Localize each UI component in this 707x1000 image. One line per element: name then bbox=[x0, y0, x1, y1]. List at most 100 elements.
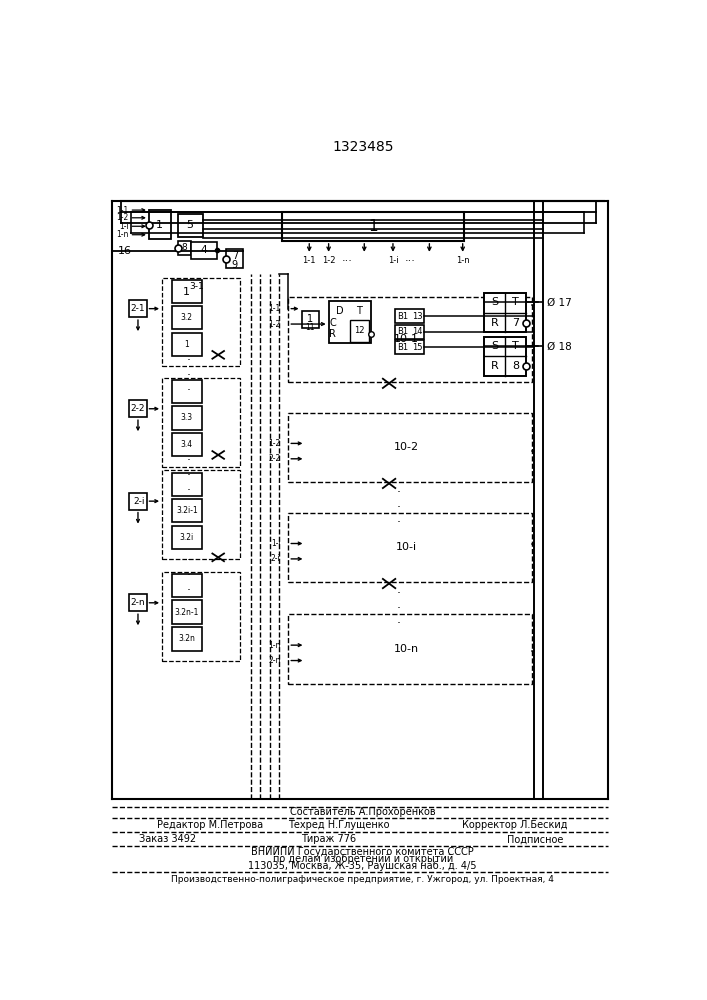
Bar bbox=[129, 400, 146, 417]
Text: 9: 9 bbox=[232, 260, 238, 270]
Bar bbox=[177, 214, 203, 237]
Text: 1-1: 1-1 bbox=[117, 206, 129, 215]
Bar bbox=[329, 301, 371, 343]
Text: R: R bbox=[329, 329, 336, 339]
Bar bbox=[172, 627, 201, 651]
Text: S: S bbox=[491, 341, 498, 351]
Bar bbox=[172, 433, 201, 456]
Bar bbox=[172, 380, 201, 403]
Text: 1: 1 bbox=[368, 219, 378, 234]
Bar bbox=[172, 333, 201, 356]
Text: T: T bbox=[512, 297, 519, 307]
Text: B1: B1 bbox=[397, 312, 409, 321]
Text: 1-1: 1-1 bbox=[269, 304, 281, 313]
Text: 1-1: 1-1 bbox=[303, 256, 316, 265]
Bar bbox=[172, 499, 201, 522]
Bar bbox=[484, 293, 526, 332]
Bar bbox=[395, 340, 424, 354]
Text: ·
·
·: · · · bbox=[187, 354, 191, 397]
Text: ...: ... bbox=[341, 253, 353, 263]
Text: 2-2: 2-2 bbox=[269, 454, 281, 463]
Text: Ø 18: Ø 18 bbox=[547, 341, 572, 351]
Text: ·
·
·: · · · bbox=[187, 554, 191, 597]
Text: 13: 13 bbox=[412, 312, 423, 321]
Text: 1-i: 1-i bbox=[387, 256, 398, 265]
Bar bbox=[177, 241, 192, 255]
Text: Тираж 776: Тираж 776 bbox=[301, 834, 356, 844]
Text: 3-1: 3-1 bbox=[189, 282, 204, 291]
Bar bbox=[129, 594, 146, 611]
Text: ·
·
·: · · · bbox=[397, 486, 400, 529]
Text: 1: 1 bbox=[183, 287, 190, 297]
Text: 2-1: 2-1 bbox=[130, 304, 145, 313]
Text: 10-n: 10-n bbox=[394, 644, 419, 654]
Text: 14: 14 bbox=[412, 327, 423, 336]
Text: 7: 7 bbox=[512, 318, 519, 328]
Bar bbox=[172, 306, 201, 329]
Bar bbox=[172, 406, 201, 430]
Text: 1-2: 1-2 bbox=[117, 213, 129, 222]
Text: Заказ 3492: Заказ 3492 bbox=[139, 834, 196, 844]
Text: 10-2: 10-2 bbox=[394, 442, 419, 452]
Text: 1-2: 1-2 bbox=[322, 256, 335, 265]
Text: 15: 15 bbox=[412, 343, 423, 352]
Text: 113035, Москва, Ж-35, Раушская наб., д. 4/5: 113035, Москва, Ж-35, Раушская наб., д. … bbox=[248, 861, 477, 871]
Text: 2-n: 2-n bbox=[268, 656, 281, 665]
Text: ...: ... bbox=[404, 253, 416, 263]
Text: ВНИИПИ Государственного комитета СССР: ВНИИПИ Государственного комитета СССР bbox=[252, 847, 474, 857]
Text: Корректор Л.Бескид: Корректор Л.Бескид bbox=[462, 820, 568, 830]
Text: Редактор М.Петрова: Редактор М.Петрова bbox=[156, 820, 263, 830]
Bar bbox=[226, 249, 243, 268]
Text: 3.2i-1: 3.2i-1 bbox=[176, 506, 198, 515]
Bar bbox=[172, 526, 201, 549]
Text: 1323485: 1323485 bbox=[332, 140, 394, 154]
Text: C: C bbox=[329, 318, 336, 328]
Text: D: D bbox=[337, 306, 344, 316]
Text: Подписное: Подписное bbox=[507, 834, 563, 844]
Text: 5: 5 bbox=[187, 220, 194, 230]
Text: 3.2i: 3.2i bbox=[180, 533, 194, 542]
Bar bbox=[288, 297, 532, 382]
Bar bbox=[288, 413, 532, 482]
Text: 10-i: 10-i bbox=[395, 542, 416, 552]
Text: 3.2: 3.2 bbox=[181, 313, 193, 322]
Text: 3.2n-1: 3.2n-1 bbox=[175, 608, 199, 617]
Bar bbox=[172, 280, 201, 303]
Text: 1: 1 bbox=[307, 314, 313, 324]
Text: 3.3: 3.3 bbox=[181, 413, 193, 422]
Text: 1-n: 1-n bbox=[116, 230, 129, 239]
Text: T: T bbox=[356, 306, 362, 316]
Bar bbox=[129, 300, 146, 317]
Text: 12: 12 bbox=[354, 326, 365, 335]
Text: 1-i: 1-i bbox=[119, 222, 129, 231]
Bar bbox=[351, 320, 369, 342]
Text: по делам изобретений и открытий: по делам изобретений и открытий bbox=[273, 854, 453, 864]
Text: 1-n: 1-n bbox=[456, 256, 469, 265]
Text: Производственно-полиграфическое предприятие, г. Ужгород, ул. Проектная, 4: Производственно-полиграфическое предприя… bbox=[171, 875, 554, 884]
Bar bbox=[129, 493, 146, 510]
Bar bbox=[395, 325, 424, 339]
Text: ·
·
·: · · · bbox=[187, 454, 191, 497]
Text: 2-i: 2-i bbox=[271, 554, 281, 563]
Text: Ø 17: Ø 17 bbox=[547, 297, 572, 307]
Text: 4: 4 bbox=[201, 245, 207, 255]
Bar bbox=[149, 210, 170, 239]
Text: 11: 11 bbox=[305, 323, 315, 332]
Text: ·
·
·: · · · bbox=[397, 587, 400, 630]
Text: 3.4: 3.4 bbox=[181, 440, 193, 449]
Text: Техред Н.Глущенко: Техред Н.Глущенко bbox=[288, 820, 390, 830]
Text: 1-i: 1-i bbox=[271, 539, 281, 548]
Bar bbox=[484, 337, 526, 376]
Bar bbox=[172, 574, 201, 597]
Text: 8: 8 bbox=[512, 361, 519, 371]
Bar bbox=[192, 242, 217, 259]
Text: T: T bbox=[512, 341, 519, 351]
Bar bbox=[172, 600, 201, 624]
Text: 1: 1 bbox=[185, 340, 189, 349]
Text: B1: B1 bbox=[397, 343, 409, 352]
Bar bbox=[288, 614, 532, 684]
Text: 2-i: 2-i bbox=[134, 497, 145, 506]
Bar bbox=[162, 378, 240, 466]
Text: 2-2: 2-2 bbox=[131, 404, 145, 413]
Bar bbox=[395, 309, 424, 323]
